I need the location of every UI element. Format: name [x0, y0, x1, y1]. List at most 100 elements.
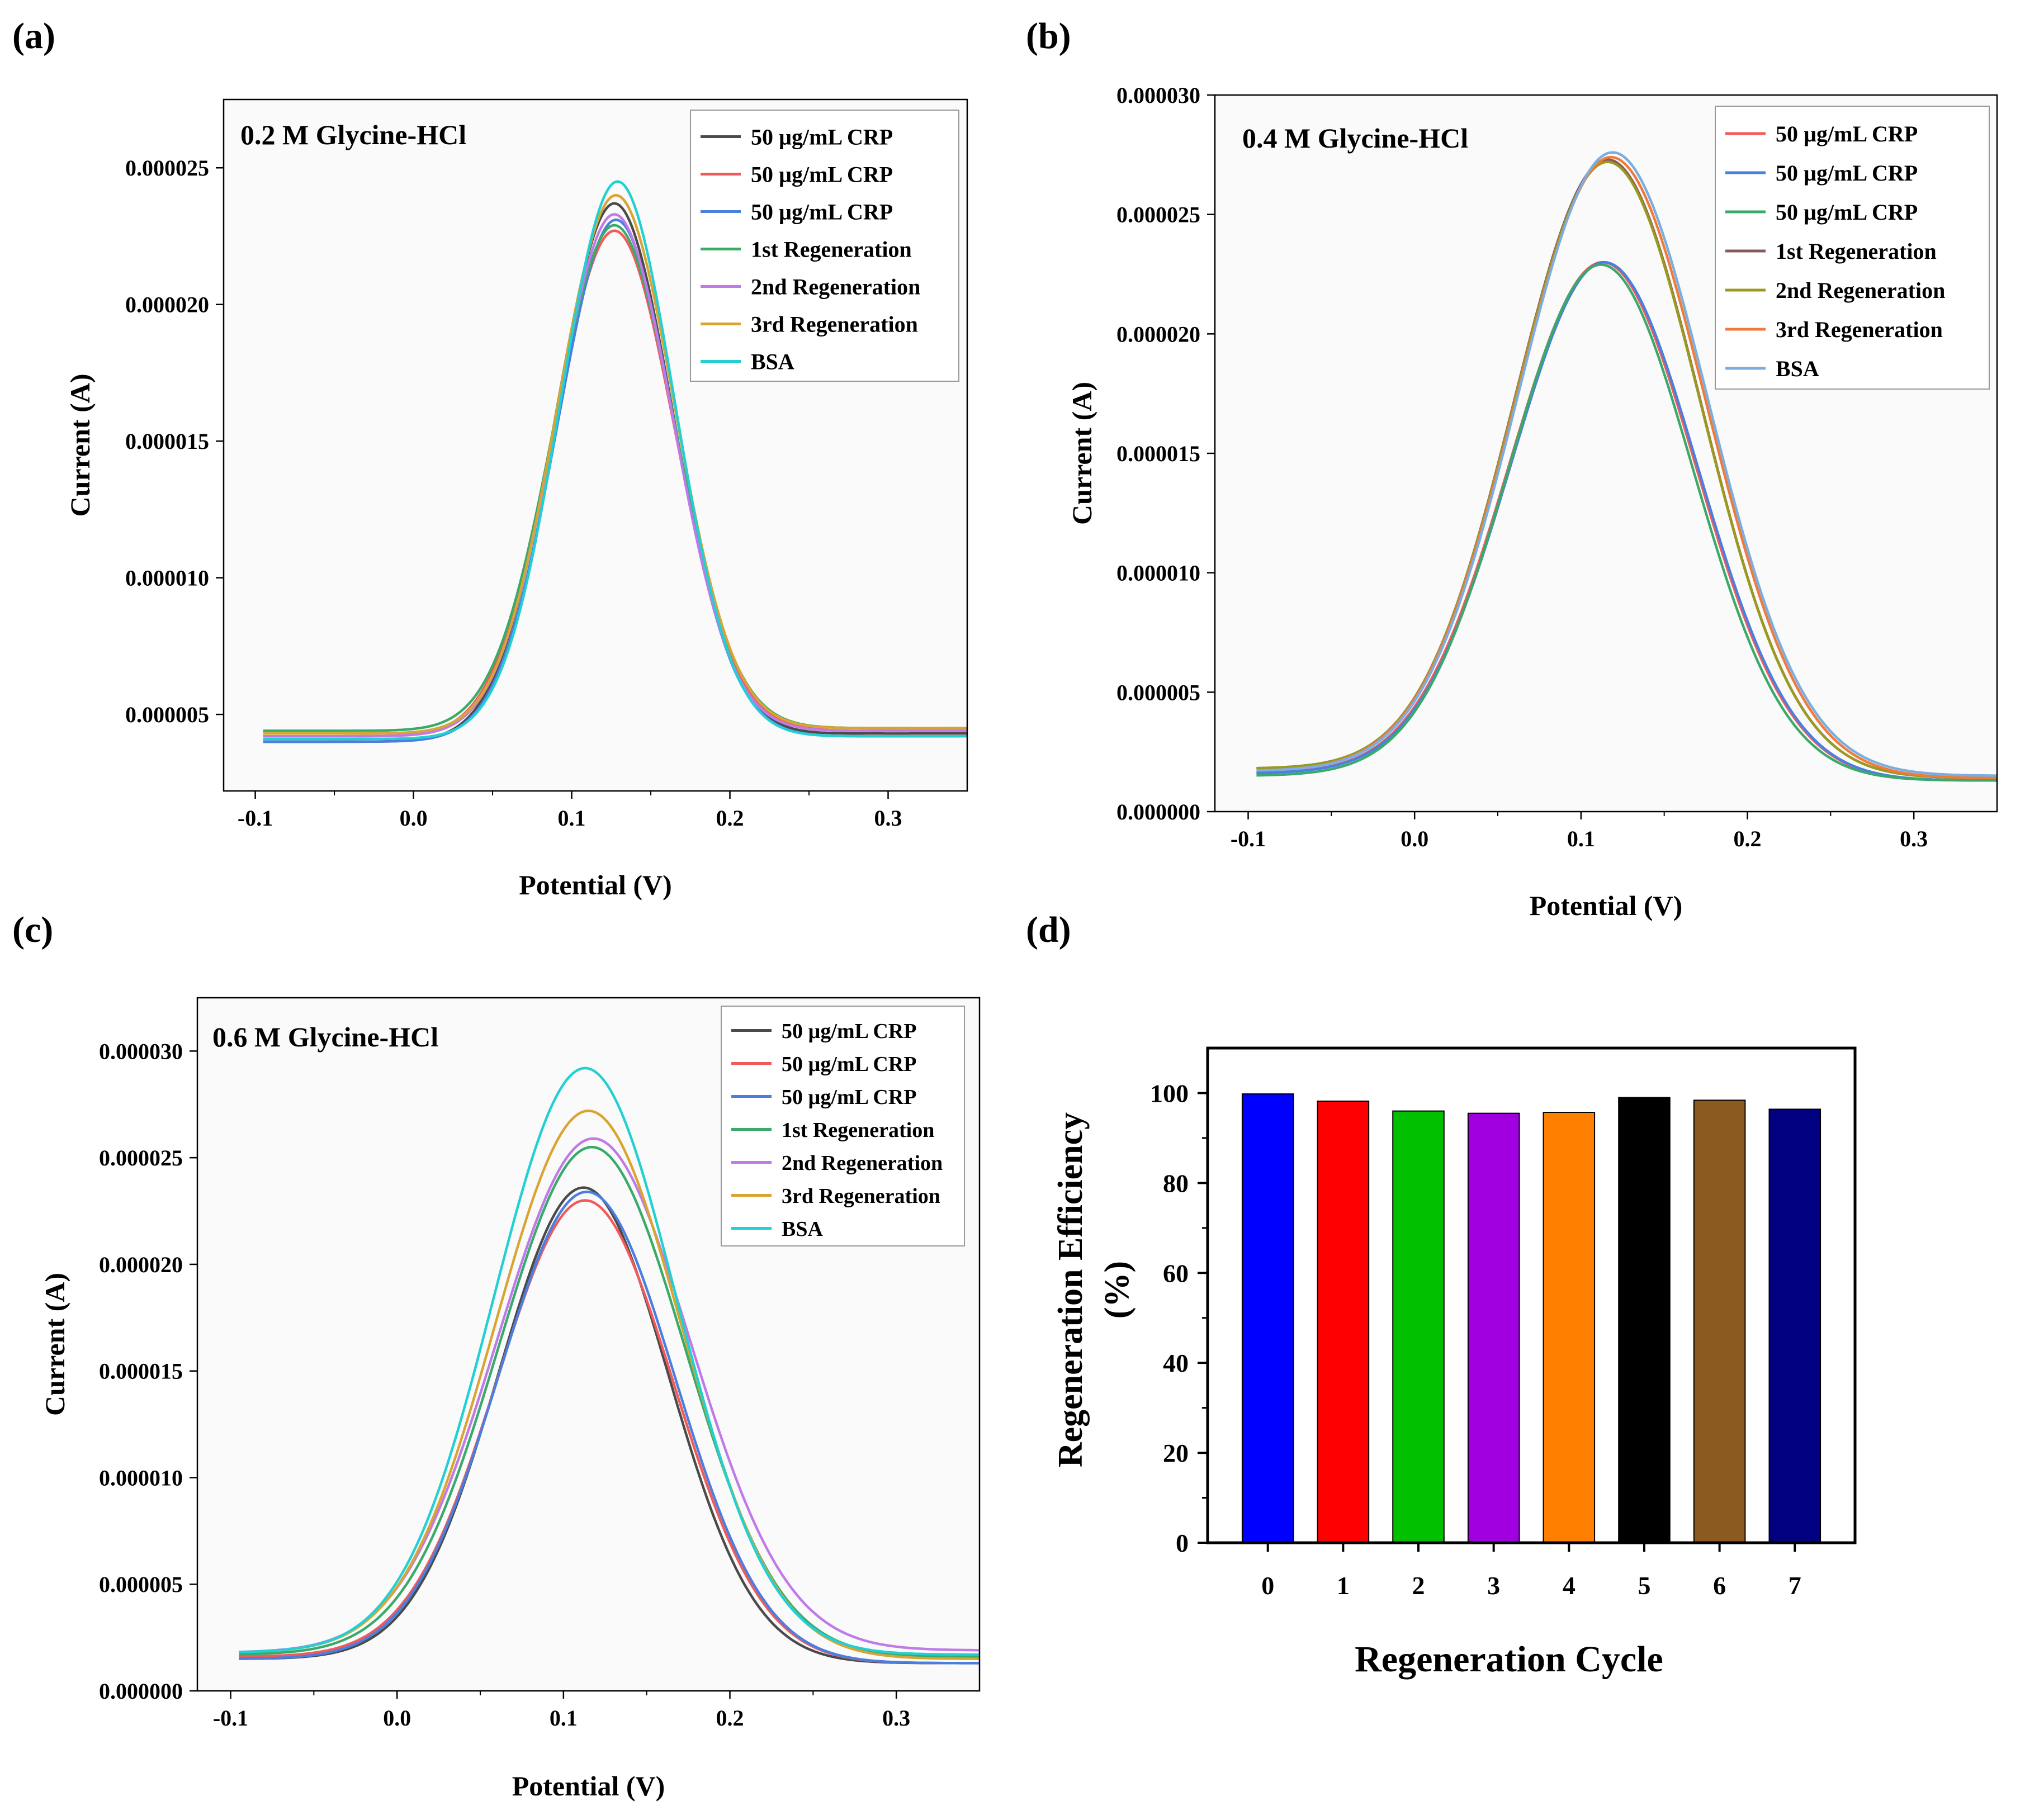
x-tick-label: 1 [1337, 1571, 1350, 1600]
condition-annotation: 0.6 M Glycine-HCl [212, 1021, 438, 1053]
x-axis-title: Regeneration Cycle [1355, 1639, 1663, 1680]
x-tick-label: -0.1 [213, 1705, 248, 1731]
series-line-2 [1256, 263, 1997, 782]
series-line-5 [263, 193, 967, 735]
panel-d: (d) 0 1 2 3 4 5 6 7 0 20 40 60 80 100 Regeneration Cycl… [1026, 909, 1857, 1680]
x-tick-label: 0.3 [874, 805, 902, 831]
series-line-6 [239, 1067, 980, 1656]
panel-a: (a) -0.1 0.0 0.1 0.2 0.3 0.000005 0.000010 0.000… [12, 16, 968, 900]
x-tick-label: 0 [1261, 1571, 1274, 1600]
x-tick-label: 0.0 [383, 1705, 411, 1731]
panel-label: (c) [12, 909, 53, 950]
bar-3 [1467, 1112, 1520, 1543]
condition-annotation: 0.4 M Glycine-HCl [1242, 122, 1468, 154]
legend-entry: 1st Regeneration [751, 237, 912, 262]
x-tick-label: 0.3 [1900, 826, 1928, 851]
series-line-6 [263, 180, 967, 741]
x-tick-label: 7 [1789, 1571, 1801, 1600]
y-tick-label: 0.000000 [1116, 799, 1200, 824]
series-group [1256, 151, 1997, 782]
bar-1 [1317, 1100, 1370, 1544]
x-tick-label: 6 [1713, 1571, 1726, 1600]
x-tick-label: -0.1 [238, 805, 273, 831]
x-tick-label: 0.1 [550, 1705, 578, 1731]
x-tick-label: 0.1 [1567, 826, 1595, 851]
y-axis-title: Current (A) [39, 1273, 70, 1416]
y-tick-label: 0.000020 [99, 1252, 183, 1277]
panel-label: (a) [12, 16, 55, 56]
x-tick-label: 2 [1412, 1571, 1425, 1600]
y-tick-label: 0.000015 [125, 429, 209, 454]
x-tick-label: 0.2 [716, 1705, 744, 1731]
y-axis-title: Regeneration Efficiency [1052, 1112, 1090, 1467]
x-tick-label: 0.0 [1401, 826, 1428, 851]
y-tick-label: 0.000030 [1116, 83, 1200, 108]
legend-entry: BSA [1776, 356, 1819, 381]
panel-b: (b) -0.1 0.0 0.1 0.2 0.3 0.000000 0.000005 0.000… [1026, 16, 1998, 921]
legend-entry: 1st Regeneration [1776, 239, 1937, 264]
y-axis-title-unit: (%) [1098, 1261, 1136, 1319]
y-tick-label: 0.000010 [1116, 561, 1200, 586]
y-tick-label: 0.000015 [99, 1359, 183, 1384]
x-axis-title: Potential (V) [1530, 890, 1683, 921]
axes-frame [223, 98, 968, 792]
y-tick-label: 0 [1176, 1529, 1189, 1557]
y-tick-label: 0.000025 [1116, 202, 1200, 228]
x-tick-label: 4 [1563, 1571, 1575, 1600]
legend-entry: 50 µg/mL CRP [751, 162, 893, 187]
y-axis-title: Current (A) [64, 374, 96, 517]
legend-entry: BSA [782, 1217, 823, 1241]
legend-entry: 1st Regeneration [782, 1118, 934, 1142]
legend-entry: 50 µg/mL CRP [782, 1086, 916, 1109]
legend-entry: BSA [751, 349, 794, 375]
x-tick-label: 0.2 [1734, 826, 1762, 851]
x-axis-title: Potential (V) [519, 869, 672, 900]
y-tick-label: 0.000010 [125, 566, 209, 591]
bar-6 [1693, 1099, 1746, 1543]
x-tick-label: -0.1 [1231, 826, 1266, 851]
series-line-6 [1256, 151, 1997, 777]
condition-annotation: 0.2 M Glycine-HCl [240, 119, 466, 150]
legend-entry: 50 µg/mL CRP [751, 200, 893, 225]
y-tick-label: 80 [1163, 1169, 1189, 1197]
y-tick-label: 0.000015 [1116, 441, 1200, 466]
legend-entry: 50 µg/mL CRP [751, 125, 893, 150]
y-tick-label: 0.000020 [1116, 321, 1200, 347]
bar-0 [1241, 1093, 1294, 1543]
y-tick-label: 0.000025 [125, 155, 209, 181]
legend-entry: 3rd Regeneration [1776, 317, 1943, 342]
panel-c: (c) -0.1 0.0 0.1 0.2 0.3 0.000000 0.000005 0.000… [12, 909, 981, 1802]
x-tick-label: 0.1 [558, 805, 586, 831]
axes-frame [196, 997, 981, 1692]
legend-entry: 50 µg/mL CRP [1776, 200, 1918, 225]
legend-entry: 2nd Regeneration [751, 274, 920, 300]
panel-label: (b) [1026, 16, 1071, 56]
legend-box [690, 110, 959, 382]
series-line-1 [1256, 260, 1997, 782]
legend-entry: 50 µg/mL CRP [1776, 160, 1918, 186]
y-tick-label: 0.000000 [99, 1679, 183, 1704]
x-tick-label: 0.3 [882, 1705, 910, 1731]
series-line-5 [239, 1110, 980, 1660]
legend-box [721, 1006, 965, 1246]
bar-4 [1543, 1112, 1596, 1544]
y-tick-label: 0.000025 [99, 1145, 183, 1170]
series-group [263, 180, 967, 743]
legend-box [1715, 106, 1990, 390]
legend-entry: 50 µg/mL CRP [1776, 121, 1918, 146]
bar-2 [1392, 1110, 1445, 1543]
legend-entry: 3rd Regeneration [782, 1184, 940, 1208]
legend-entry: 50 µg/mL CRP [782, 1020, 916, 1043]
x-tick-label: 3 [1487, 1571, 1500, 1600]
series-line-2 [239, 1190, 980, 1665]
y-tick-label: 100 [1150, 1079, 1189, 1107]
x-tick-label: 5 [1638, 1571, 1650, 1600]
bar-5 [1618, 1097, 1671, 1543]
y-tick-label: 0.000005 [1116, 680, 1200, 705]
y-tick-label: 0.000030 [99, 1039, 183, 1064]
legend-entry: 50 µg/mL CRP [782, 1053, 916, 1076]
y-tick-label: 0.000005 [125, 702, 209, 727]
legend-entry: 3rd Regeneration [751, 312, 918, 337]
y-tick-label: 0.000020 [125, 292, 209, 317]
